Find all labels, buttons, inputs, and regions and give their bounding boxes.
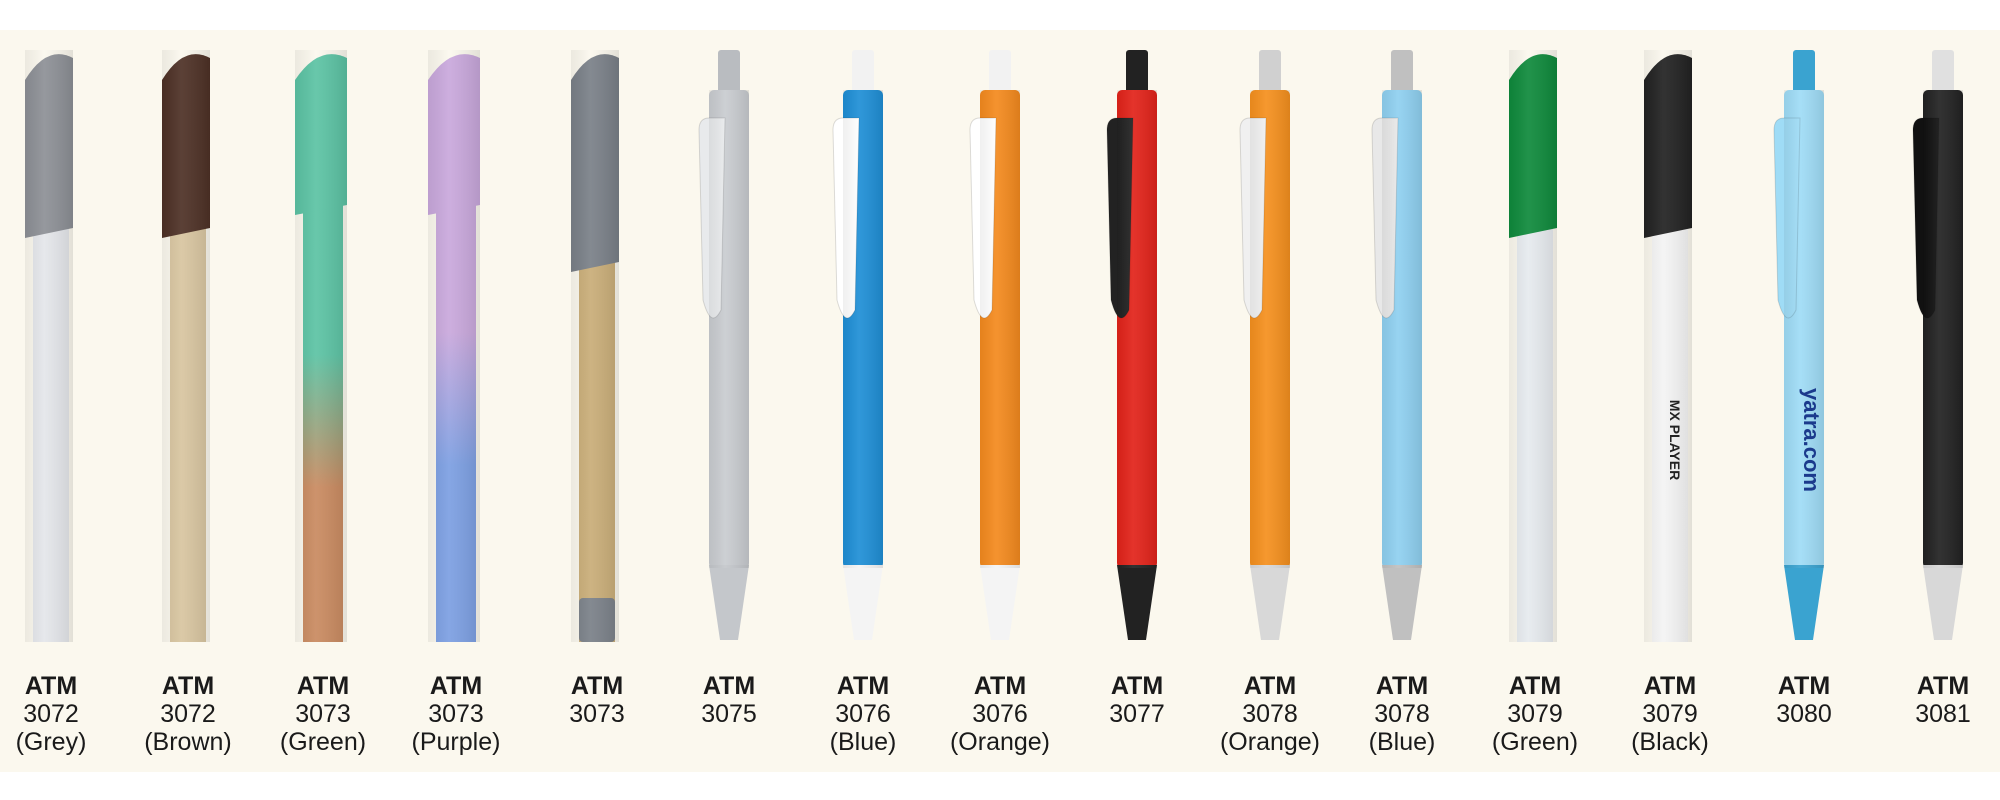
pen-code: 3072: [23, 700, 79, 728]
pen: [1239, 50, 1290, 640]
pen-plunger: [1126, 50, 1148, 95]
pen: [295, 50, 347, 642]
pen-shade: [25, 50, 73, 642]
pen-shade: [1784, 90, 1824, 568]
pen: [1509, 50, 1557, 642]
pen-plunger: [718, 50, 740, 95]
pen: MX PLAYER: [1644, 50, 1692, 642]
pen-code: 3080: [1776, 700, 1832, 728]
pen-shade: [162, 50, 210, 642]
pen-brand: ATM: [1778, 672, 1830, 700]
pen-brand: ATM: [703, 672, 755, 700]
pen-code: 3078: [1374, 700, 1430, 728]
pen-code: 3076: [835, 700, 891, 728]
pen-code: 3072: [160, 700, 216, 728]
pen-brand: ATM: [1644, 672, 1696, 700]
pen-variant: (Blue): [830, 728, 897, 756]
pen: [1912, 50, 1963, 640]
pen-brand: ATM: [297, 672, 349, 700]
pen-code: 3079: [1507, 700, 1563, 728]
pen-brand: ATM: [1509, 672, 1561, 700]
pen-plunger: [989, 50, 1011, 95]
pen-shade: [843, 90, 883, 568]
pen-code: 3079: [1642, 700, 1698, 728]
pen-plunger: [1793, 50, 1815, 95]
pen-variant: (Blue): [1369, 728, 1436, 756]
pen-variant: (Orange): [950, 728, 1050, 756]
pen: [1371, 50, 1422, 640]
pen: [571, 50, 619, 642]
pen-brand: ATM: [1244, 672, 1296, 700]
pen-tip: [1382, 565, 1422, 640]
pen-brand: ATM: [1111, 672, 1163, 700]
pen-shade: [1382, 90, 1422, 568]
pen-shade: [295, 50, 347, 642]
pen-brand: ATM: [837, 672, 889, 700]
pen-variant: (Orange): [1220, 728, 1320, 756]
pen-tip: [1784, 565, 1824, 640]
pen-variant: (Purple): [412, 728, 501, 756]
pen-logo: yatra.com: [1799, 388, 1824, 492]
pen-code: 3077: [1109, 700, 1165, 728]
pen: [1106, 50, 1157, 640]
pen-plunger: [852, 50, 874, 95]
pen-code: 3076: [972, 700, 1028, 728]
pen: yatra.com: [1773, 50, 1824, 640]
pen-shade: [428, 50, 480, 642]
pen-plunger: [1259, 50, 1281, 95]
pens: MX PLAYER yatra.com: [25, 50, 1963, 642]
pen-variant: (Brown): [144, 728, 232, 756]
pen-code: 3073: [295, 700, 351, 728]
pen-tip: [980, 565, 1020, 640]
pen-brand: ATM: [571, 672, 623, 700]
pen-shade: [980, 90, 1020, 568]
pen-shade: [1644, 50, 1692, 642]
pen-plunger: [1391, 50, 1413, 95]
pen-shade: [1117, 90, 1157, 568]
pen-plunger: [1932, 50, 1954, 95]
pen-tip: [1250, 565, 1290, 640]
pen: [162, 50, 210, 642]
pen-shade: [1509, 50, 1557, 642]
pen: [698, 50, 749, 640]
pen-code: 3073: [569, 700, 625, 728]
pen-code: 3073: [428, 700, 484, 728]
pen-shade: [1250, 90, 1290, 568]
pen-brand: ATM: [162, 672, 214, 700]
pen-shade: [571, 50, 619, 642]
pen-logo: MX PLAYER: [1667, 400, 1683, 480]
pen: [25, 50, 73, 642]
pen: [832, 50, 883, 640]
pen-tip: [1923, 565, 1963, 640]
pen-shade: [1923, 90, 1963, 568]
pen-code: 3081: [1915, 700, 1971, 728]
pen-shade: [709, 90, 749, 568]
pen-tip: [709, 565, 749, 640]
pen-tip: [843, 565, 883, 640]
pen-variant: (Green): [280, 728, 366, 756]
pen-variant: (Green): [1492, 728, 1578, 756]
pen-brand: ATM: [25, 672, 77, 700]
labels: ATM3072(Grey)ATM3072(Brown)ATM3073(Green…: [16, 672, 1971, 756]
pen: [428, 50, 480, 642]
pen-tip: [1117, 565, 1157, 640]
pen-variant: (Black): [1631, 728, 1709, 756]
pen-code: 3075: [701, 700, 757, 728]
pen-variant: (Grey): [16, 728, 87, 756]
pen-brand: ATM: [974, 672, 1026, 700]
pen: [969, 50, 1020, 640]
pen-code: 3078: [1242, 700, 1298, 728]
pen-brand: ATM: [1376, 672, 1428, 700]
pen-brand: ATM: [1917, 672, 1969, 700]
pen-brand: ATM: [430, 672, 482, 700]
